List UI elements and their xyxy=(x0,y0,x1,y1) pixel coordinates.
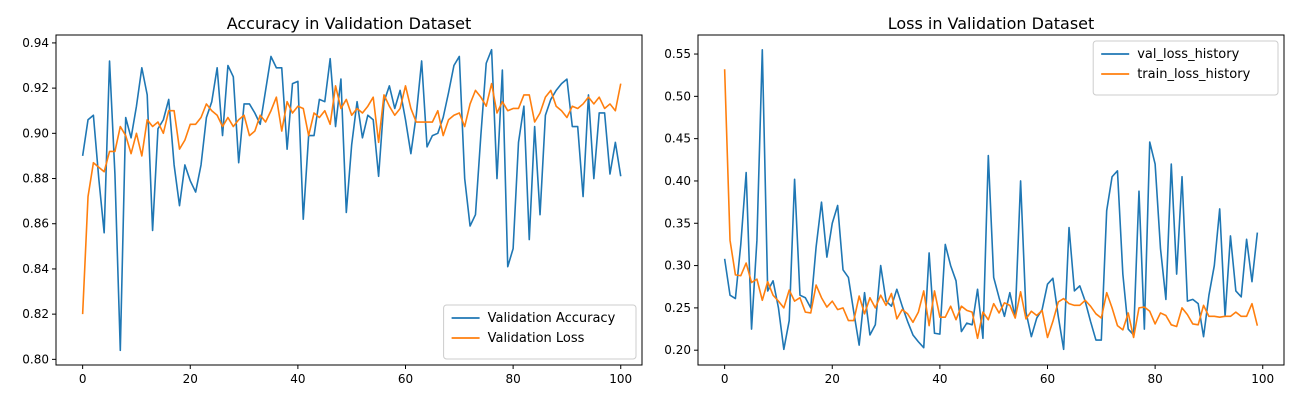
accuracy-chart: Accuracy in Validation Dataset 0 20 40 60 80… xyxy=(22,14,643,386)
x-tick-label: 40 xyxy=(932,372,947,386)
legend-label: train_loss_history xyxy=(1137,67,1250,82)
x-axis: 0 20 40 60 80 100 xyxy=(79,365,632,386)
plot-lines xyxy=(81,48,622,352)
x-tick-label: 0 xyxy=(79,372,87,386)
x-tick-label: 100 xyxy=(609,372,632,386)
y-tick-label: 0.84 xyxy=(22,262,49,276)
series-line-0 xyxy=(723,49,1259,351)
y-axis: 0.20 0.25 0.30 0.35 0.40 0.45 0.50 0.55 xyxy=(664,47,698,357)
y-tick-label: 0.35 xyxy=(664,216,691,230)
y-tick-label: 0.20 xyxy=(664,343,691,357)
y-tick-label: 0.90 xyxy=(22,126,49,140)
y-tick-label: 0.80 xyxy=(22,352,49,366)
y-tick-label: 0.86 xyxy=(22,217,49,231)
y-tick-label: 0.45 xyxy=(664,132,691,146)
y-tick-label: 0.40 xyxy=(664,174,691,188)
chart-title: Accuracy in Validation Dataset xyxy=(227,14,472,33)
y-tick-label: 0.55 xyxy=(664,47,691,61)
y-tick-label: 0.92 xyxy=(22,81,49,95)
x-tick-label: 100 xyxy=(1251,372,1274,386)
x-tick-label: 0 xyxy=(721,372,729,386)
legend: val_loss_history train_loss_history xyxy=(1092,40,1279,96)
loss-chart: Loss in Validation Dataset 0 20 40 60 80 100 … xyxy=(664,14,1285,386)
plot-frame xyxy=(55,34,643,366)
x-tick-label: 80 xyxy=(505,372,520,386)
legend-box xyxy=(443,304,637,360)
x-tick-label: 20 xyxy=(183,372,198,386)
y-tick-label: 0.50 xyxy=(664,89,691,103)
y-tick-label: 0.30 xyxy=(664,259,691,273)
y-tick-label: 0.25 xyxy=(664,301,691,315)
x-axis: 0 20 40 60 80 100 xyxy=(721,365,1274,386)
series-line-1 xyxy=(81,82,622,315)
plot-lines xyxy=(723,49,1259,351)
series-line-1 xyxy=(723,69,1259,340)
legend: Validation Accuracy Validation Loss xyxy=(443,304,637,360)
y-axis: 0.80 0.82 0.84 0.86 0.88 0.90 0.92 0.94 xyxy=(22,36,56,366)
x-tick-label: 40 xyxy=(290,372,305,386)
legend-label: Validation Accuracy xyxy=(488,311,616,326)
x-tick-label: 60 xyxy=(398,372,413,386)
y-tick-label: 0.88 xyxy=(22,172,49,186)
y-tick-label: 0.82 xyxy=(22,307,49,321)
y-tick-label: 0.94 xyxy=(22,36,49,50)
legend-box xyxy=(1092,40,1279,96)
chart-title: Loss in Validation Dataset xyxy=(888,14,1095,33)
x-tick-label: 20 xyxy=(825,372,840,386)
x-tick-label: 60 xyxy=(1040,372,1055,386)
legend-label: val_loss_history xyxy=(1137,47,1239,62)
series-line-0 xyxy=(81,48,622,352)
x-tick-label: 80 xyxy=(1147,372,1162,386)
plot-frame xyxy=(697,34,1285,366)
legend-label: Validation Loss xyxy=(488,331,585,346)
